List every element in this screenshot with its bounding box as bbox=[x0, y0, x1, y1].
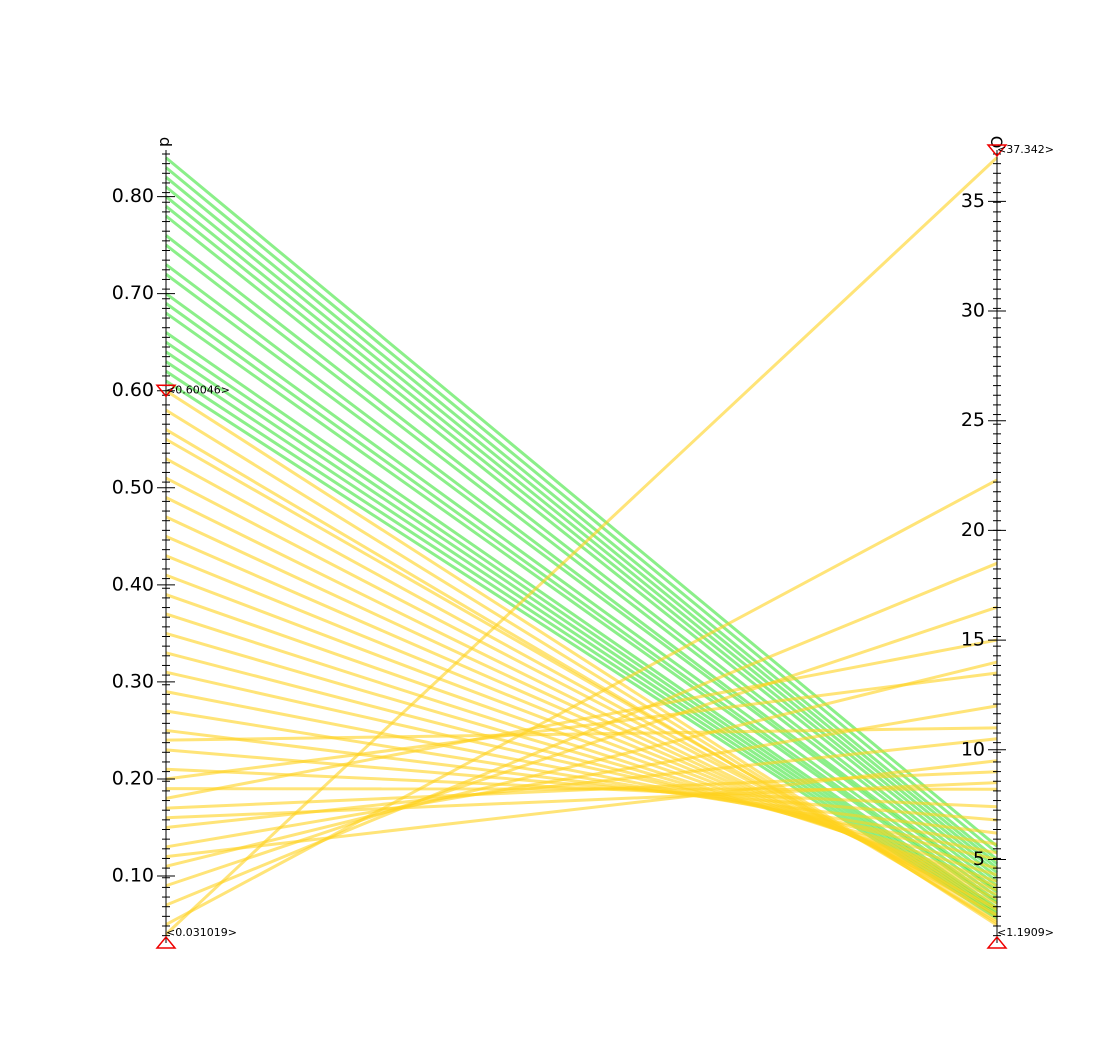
data-line bbox=[165, 670, 998, 861]
data-line bbox=[165, 781, 998, 820]
tick-label: 15 bbox=[961, 629, 985, 651]
data-line bbox=[165, 726, 998, 742]
tick-label: 20 bbox=[961, 519, 985, 541]
data-line bbox=[165, 156, 998, 848]
data-line bbox=[165, 651, 998, 870]
tick-label: 5 bbox=[973, 848, 985, 870]
data-line bbox=[165, 690, 998, 855]
data-line bbox=[165, 311, 998, 905]
brush-handle bbox=[155, 384, 177, 398]
data-line bbox=[165, 671, 998, 781]
data-line bbox=[165, 478, 998, 926]
data-line bbox=[165, 631, 998, 877]
tick-label: 25 bbox=[961, 409, 985, 431]
data-line bbox=[165, 205, 998, 874]
data-line bbox=[165, 350, 998, 914]
tick-label: 0.10 bbox=[112, 865, 154, 887]
tick-label: 0.40 bbox=[112, 573, 154, 595]
tick-label: 0.20 bbox=[112, 767, 154, 789]
data-line bbox=[165, 331, 998, 909]
data-line bbox=[165, 638, 998, 800]
data-line bbox=[164, 156, 999, 936]
data-line bbox=[165, 185, 998, 865]
range-label: <1.1909> bbox=[997, 926, 1054, 939]
brush-handle bbox=[986, 935, 1008, 949]
data-line bbox=[165, 759, 998, 859]
data-line bbox=[165, 234, 998, 883]
data-line bbox=[165, 166, 998, 855]
data-line bbox=[165, 292, 998, 898]
data-line bbox=[165, 176, 998, 861]
data-line bbox=[165, 263, 998, 892]
tick-label: 0.50 bbox=[112, 476, 154, 498]
tick-label: 0.70 bbox=[112, 282, 154, 304]
data-line bbox=[165, 195, 998, 870]
tick-label: 35 bbox=[961, 190, 985, 212]
brush-handle bbox=[155, 935, 177, 949]
axis-title: d bbox=[156, 137, 175, 147]
tick-label: 30 bbox=[961, 300, 985, 322]
tick-label: 0.60 bbox=[112, 379, 154, 401]
data-line bbox=[165, 660, 998, 868]
tick-label: 0.30 bbox=[112, 670, 154, 692]
brush-handle bbox=[986, 144, 1008, 158]
tick-label: 10 bbox=[961, 738, 985, 760]
range-label: <0.60046> bbox=[166, 383, 230, 396]
range-label: <37.342> bbox=[997, 143, 1054, 156]
range-label: <0.031019> bbox=[166, 926, 237, 939]
tick-label: 0.80 bbox=[112, 185, 154, 207]
